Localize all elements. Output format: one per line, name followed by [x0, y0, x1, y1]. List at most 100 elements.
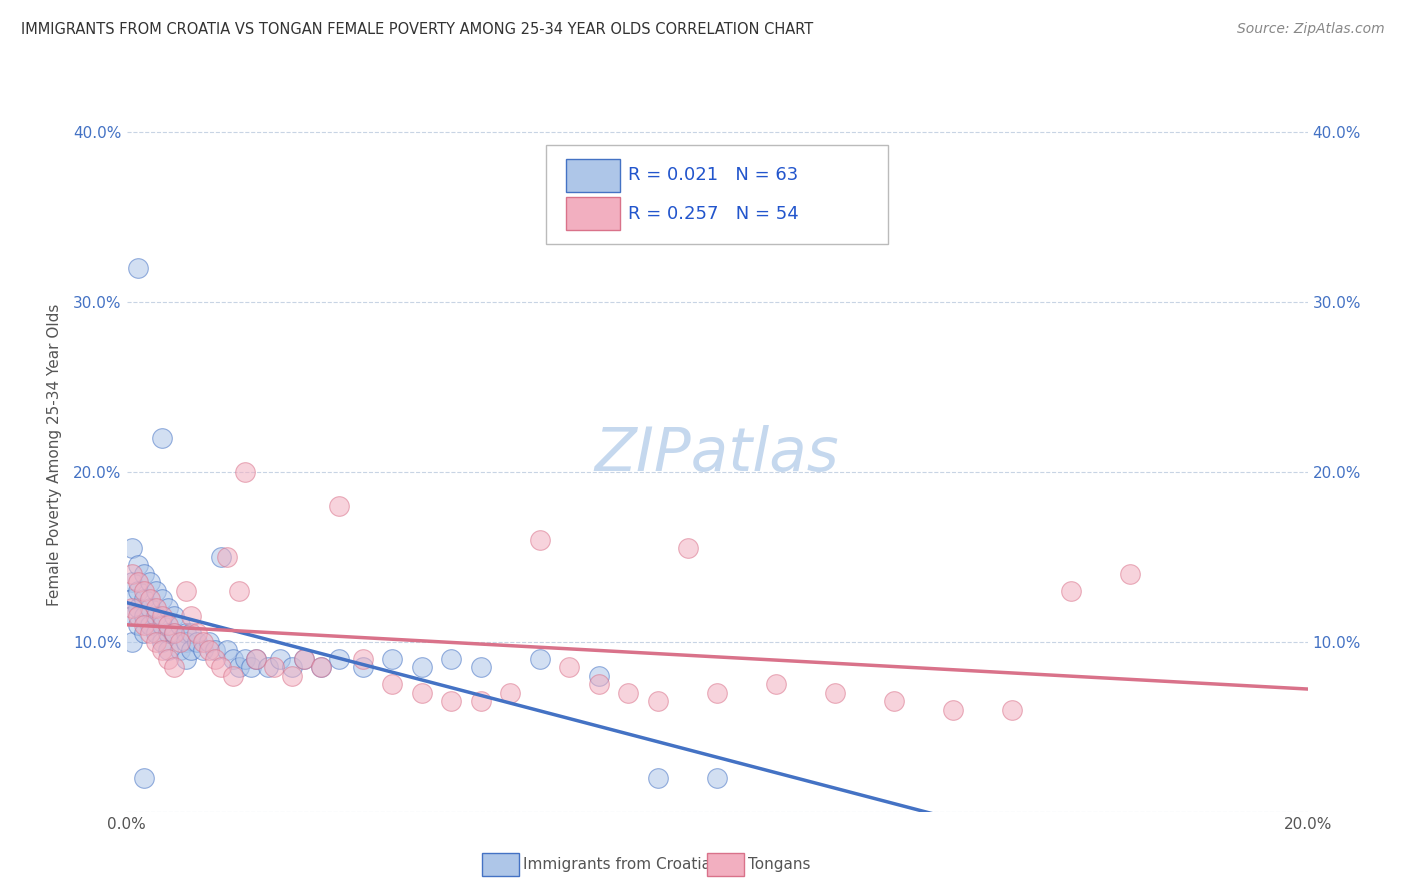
Point — [529, 652, 551, 666]
Point — [156, 617, 179, 632]
Point — [269, 652, 291, 666]
Point — [257, 660, 280, 674]
Point — [411, 660, 433, 674]
Point — [134, 771, 156, 785]
Point — [245, 652, 267, 666]
Point — [311, 660, 333, 674]
FancyBboxPatch shape — [546, 145, 889, 244]
Point — [198, 643, 221, 657]
Point — [150, 431, 173, 445]
Point — [1119, 566, 1142, 581]
Point — [139, 592, 162, 607]
Point — [127, 600, 149, 615]
Point — [174, 635, 197, 649]
Point — [127, 260, 149, 275]
Point — [222, 652, 245, 666]
Point — [245, 652, 267, 666]
Point — [233, 652, 256, 666]
Point — [292, 652, 315, 666]
Point — [186, 635, 208, 649]
Point — [169, 643, 191, 657]
Point — [150, 617, 173, 632]
Point — [239, 660, 262, 674]
Point — [134, 609, 156, 624]
Y-axis label: Female Poverty Among 25-34 Year Olds: Female Poverty Among 25-34 Year Olds — [46, 304, 62, 606]
Text: Tongans: Tongans — [748, 857, 810, 871]
Point — [180, 609, 202, 624]
Point — [156, 652, 179, 666]
Point — [145, 600, 167, 615]
Point — [134, 617, 156, 632]
Point — [198, 635, 221, 649]
Point — [209, 549, 232, 564]
Point — [470, 694, 492, 708]
Point — [127, 558, 149, 573]
Point — [411, 686, 433, 700]
Point — [440, 652, 463, 666]
Point — [121, 575, 143, 590]
Text: R = 0.021   N = 63: R = 0.021 N = 63 — [628, 166, 799, 184]
Point — [204, 652, 226, 666]
Point — [156, 626, 179, 640]
Point — [127, 583, 149, 598]
Point — [228, 583, 250, 598]
Point — [588, 677, 610, 691]
Text: Source: ZipAtlas.com: Source: ZipAtlas.com — [1237, 22, 1385, 37]
Point — [228, 660, 250, 674]
Point — [139, 600, 162, 615]
Point — [328, 652, 350, 666]
Point — [180, 643, 202, 657]
Point — [470, 660, 492, 674]
Point — [233, 465, 256, 479]
Point — [706, 771, 728, 785]
Point — [145, 583, 167, 598]
Point — [174, 652, 197, 666]
Point — [647, 771, 669, 785]
FancyBboxPatch shape — [565, 197, 620, 230]
Point — [150, 609, 173, 624]
Point — [281, 660, 304, 674]
Point — [209, 660, 232, 674]
Point — [127, 609, 149, 624]
Point — [163, 626, 186, 640]
Point — [139, 617, 162, 632]
Point — [588, 669, 610, 683]
Text: Immigrants from Croatia: Immigrants from Croatia — [523, 857, 711, 871]
Point — [139, 575, 162, 590]
Text: IMMIGRANTS FROM CROATIA VS TONGAN FEMALE POVERTY AMONG 25-34 YEAR OLDS CORRELATI: IMMIGRANTS FROM CROATIA VS TONGAN FEMALE… — [21, 22, 813, 37]
Point — [163, 660, 186, 674]
Point — [139, 626, 162, 640]
Point — [281, 669, 304, 683]
Point — [263, 660, 285, 674]
Point — [145, 635, 167, 649]
Point — [121, 600, 143, 615]
Point — [215, 643, 238, 657]
Text: R = 0.257   N = 54: R = 0.257 N = 54 — [628, 205, 799, 223]
Point — [134, 566, 156, 581]
Point — [311, 660, 333, 674]
Point — [134, 583, 156, 598]
Point — [186, 626, 208, 640]
Point — [150, 643, 173, 657]
Point — [180, 626, 202, 640]
Point — [156, 600, 179, 615]
Point — [193, 635, 215, 649]
Point — [381, 652, 404, 666]
Point — [292, 652, 315, 666]
Point — [121, 609, 143, 624]
Point — [1001, 703, 1024, 717]
Point — [156, 643, 179, 657]
Point — [706, 686, 728, 700]
Point — [163, 609, 186, 624]
Point — [150, 592, 173, 607]
Point — [145, 609, 167, 624]
Point — [127, 617, 149, 632]
Text: ZIPatlas: ZIPatlas — [595, 425, 839, 484]
Point — [824, 686, 846, 700]
Point — [121, 566, 143, 581]
Point — [529, 533, 551, 547]
Point — [352, 660, 374, 674]
Point — [617, 686, 640, 700]
Point — [134, 626, 156, 640]
Point — [134, 592, 156, 607]
